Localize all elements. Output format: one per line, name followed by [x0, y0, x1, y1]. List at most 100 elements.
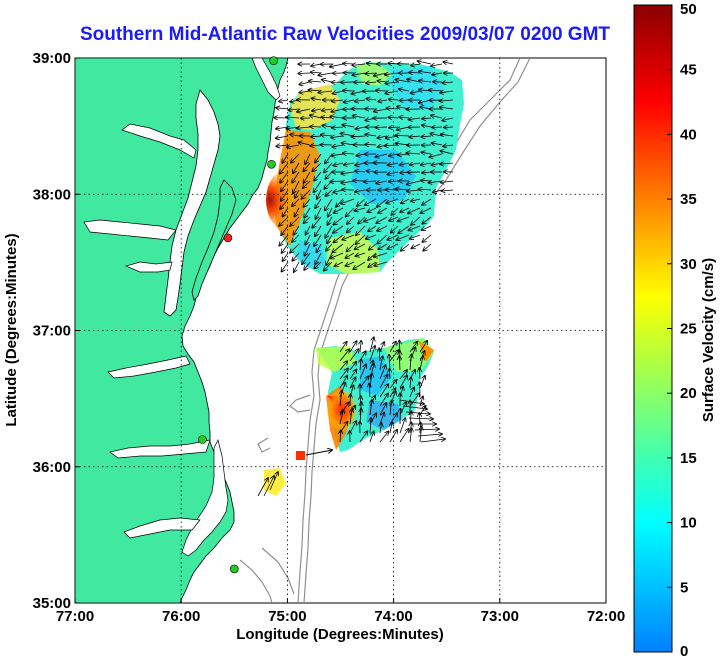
velocity-vector	[282, 252, 289, 261]
velocity-vector	[315, 198, 322, 208]
velocity-vector	[293, 162, 300, 173]
velocity-vector	[356, 225, 366, 235]
velocity-vector	[359, 431, 368, 443]
isolated-cell	[296, 450, 332, 460]
velocity-vector	[315, 207, 322, 219]
velocity-vector	[292, 171, 300, 183]
velocity-vector	[298, 73, 311, 74]
y-tick-label: 38:00	[33, 186, 71, 203]
velocity-vector	[389, 342, 396, 353]
velocity-vector	[304, 261, 311, 270]
x-tick-label: 73:00	[481, 608, 519, 625]
bay-inlet-river	[124, 261, 173, 273]
velocity-vector	[355, 171, 366, 172]
velocity-vector	[310, 115, 322, 118]
velocity-vector	[303, 198, 311, 207]
velocity-vector	[334, 261, 344, 266]
velocity-vector	[322, 80, 333, 82]
velocity-vector	[339, 410, 343, 425]
velocity-vector	[365, 198, 377, 205]
colorbar-tick-label: 20	[680, 385, 697, 402]
velocity-vector	[347, 216, 355, 224]
velocity-vector	[340, 391, 342, 407]
velocity-vector	[419, 81, 432, 83]
chart-title: Southern Mid-Atlantic Raw Velocities 200…	[80, 24, 610, 45]
velocity-vector	[326, 243, 333, 251]
velocity-vector	[304, 243, 311, 256]
velocity-vector	[369, 431, 374, 443]
velocity-vector	[315, 225, 322, 236]
velocity-vector	[355, 190, 366, 192]
velocity-vector	[330, 63, 344, 67]
velocity-vector	[364, 216, 377, 222]
colorbar-tick-label: 50	[680, 1, 697, 18]
velocity-vector	[314, 180, 322, 192]
velocity-vector	[347, 243, 355, 252]
velocity-vector	[420, 426, 422, 443]
velocity-vector	[342, 125, 355, 127]
velocity-vector	[399, 341, 400, 353]
velocity-vector	[399, 399, 424, 404]
velocity-vector	[294, 261, 300, 272]
velocity-vector	[389, 369, 390, 380]
colorbar-tick-label: 5	[680, 579, 688, 596]
velocity-vector	[431, 115, 443, 118]
y-tick-label: 35:00	[33, 595, 71, 612]
velocity-vector	[442, 82, 454, 83]
velocity-vector	[379, 431, 388, 443]
velocity-vector	[410, 428, 412, 443]
velocity-vector	[303, 216, 311, 223]
velocity-vector	[349, 349, 359, 362]
velocity-vector	[389, 350, 399, 362]
velocity-vector	[310, 127, 322, 128]
velocity-vector	[356, 154, 366, 156]
velocity-vector	[281, 225, 289, 235]
velocity-vector	[399, 356, 400, 371]
colorbar-tick-label: 15	[680, 450, 697, 467]
velocity-vector	[287, 145, 300, 147]
velocity-vector	[387, 234, 399, 240]
velocity-vector	[314, 234, 322, 246]
velocity-vector	[343, 64, 355, 65]
velocity-vector	[389, 216, 399, 221]
bay-inlet-west	[83, 219, 177, 241]
velocity-vector	[305, 234, 311, 245]
velocity-vector	[341, 172, 355, 174]
velocity-vector	[360, 341, 361, 353]
velocity-vector	[377, 234, 388, 244]
velocity-vector	[368, 225, 377, 231]
velocity-vector	[343, 91, 355, 92]
velocity-vector	[355, 100, 366, 101]
velocity-vector	[355, 234, 366, 244]
velocity-vector	[411, 199, 421, 201]
velocity-vector	[350, 409, 352, 425]
velocity-vector	[408, 207, 421, 213]
velocity-vector	[347, 225, 355, 232]
velocity-vector	[304, 207, 311, 218]
velocity-vector	[333, 163, 344, 166]
velocity-vector	[389, 355, 390, 371]
velocity-vector	[333, 225, 344, 233]
velocity-vector	[419, 71, 432, 73]
velocity-vector	[355, 252, 366, 256]
velocity-vector	[423, 243, 432, 251]
colorbar-tick-label: 40	[680, 126, 697, 143]
velocity-vector	[391, 207, 399, 215]
velocity-vector	[279, 216, 289, 226]
velocity-vector	[397, 216, 410, 221]
velocity-vector	[281, 189, 289, 201]
velocity-vector	[409, 387, 414, 398]
velocity-vector	[344, 100, 355, 102]
velocity-vector	[298, 142, 311, 145]
velocity-vector	[355, 163, 366, 165]
velocity-vector	[389, 380, 397, 389]
velocity-vector	[282, 153, 289, 163]
velocity-vector	[303, 180, 311, 188]
colorbar-tick-label: 35	[680, 191, 697, 208]
velocity-vector	[410, 234, 421, 239]
y-tick-label: 37:00	[33, 323, 71, 340]
colorbar-tick-label: 0	[680, 643, 688, 659]
velocity-vector	[341, 198, 355, 204]
radar-station-marker	[223, 233, 233, 243]
velocity-vector	[345, 252, 355, 258]
